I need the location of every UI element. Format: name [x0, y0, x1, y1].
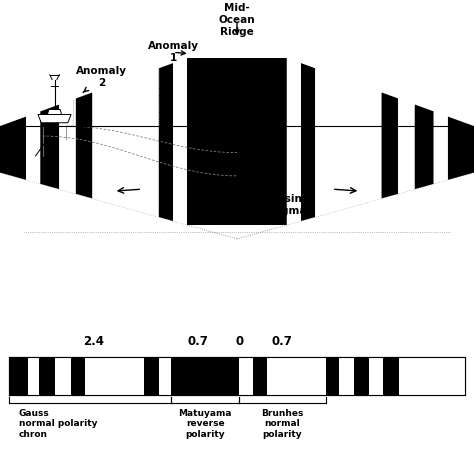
- Bar: [355, 357, 369, 395]
- Bar: [9, 357, 27, 395]
- Text: Anomaly
1: Anomaly 1: [147, 41, 199, 63]
- Polygon shape: [159, 63, 173, 221]
- Polygon shape: [315, 68, 382, 217]
- Polygon shape: [76, 92, 92, 199]
- Polygon shape: [47, 109, 62, 115]
- Bar: [326, 357, 339, 395]
- Bar: [159, 357, 171, 395]
- Text: 0.7: 0.7: [271, 335, 292, 348]
- Bar: [339, 357, 355, 395]
- Polygon shape: [434, 111, 448, 184]
- Polygon shape: [301, 63, 315, 221]
- Polygon shape: [38, 115, 71, 123]
- Polygon shape: [448, 117, 474, 180]
- Polygon shape: [59, 99, 76, 194]
- Polygon shape: [92, 68, 159, 217]
- Bar: [39, 357, 55, 395]
- Text: 0: 0: [235, 335, 243, 348]
- Bar: [239, 357, 253, 395]
- Polygon shape: [26, 111, 40, 184]
- Bar: [55, 357, 71, 395]
- Bar: [399, 357, 465, 395]
- Text: Mid-
Ocean
Ridge: Mid- Ocean Ridge: [219, 3, 255, 36]
- Bar: [71, 357, 84, 395]
- Polygon shape: [40, 105, 59, 189]
- Polygon shape: [287, 58, 301, 225]
- Text: Uprising
magma: Uprising magma: [241, 194, 309, 216]
- Polygon shape: [187, 58, 287, 225]
- Polygon shape: [0, 117, 26, 180]
- Polygon shape: [398, 99, 415, 194]
- Bar: [253, 357, 266, 395]
- Text: Matuyama
reverse
polarity: Matuyama reverse polarity: [178, 409, 232, 438]
- Bar: [266, 357, 326, 395]
- Bar: [9, 357, 465, 395]
- Text: Gauss
normal polarity
chron: Gauss normal polarity chron: [18, 409, 97, 438]
- Bar: [383, 357, 399, 395]
- Bar: [171, 357, 239, 395]
- Bar: [369, 357, 383, 395]
- Polygon shape: [415, 105, 434, 189]
- Text: 0.7: 0.7: [188, 335, 209, 348]
- Bar: [144, 357, 159, 395]
- Text: Anomaly
2: Anomaly 2: [76, 66, 128, 92]
- Bar: [27, 357, 39, 395]
- Text: 2.4: 2.4: [83, 335, 104, 348]
- Bar: [84, 357, 144, 395]
- Text: Brunhes
normal
polarity: Brunhes normal polarity: [261, 409, 304, 438]
- Polygon shape: [382, 92, 398, 199]
- Polygon shape: [173, 58, 187, 225]
